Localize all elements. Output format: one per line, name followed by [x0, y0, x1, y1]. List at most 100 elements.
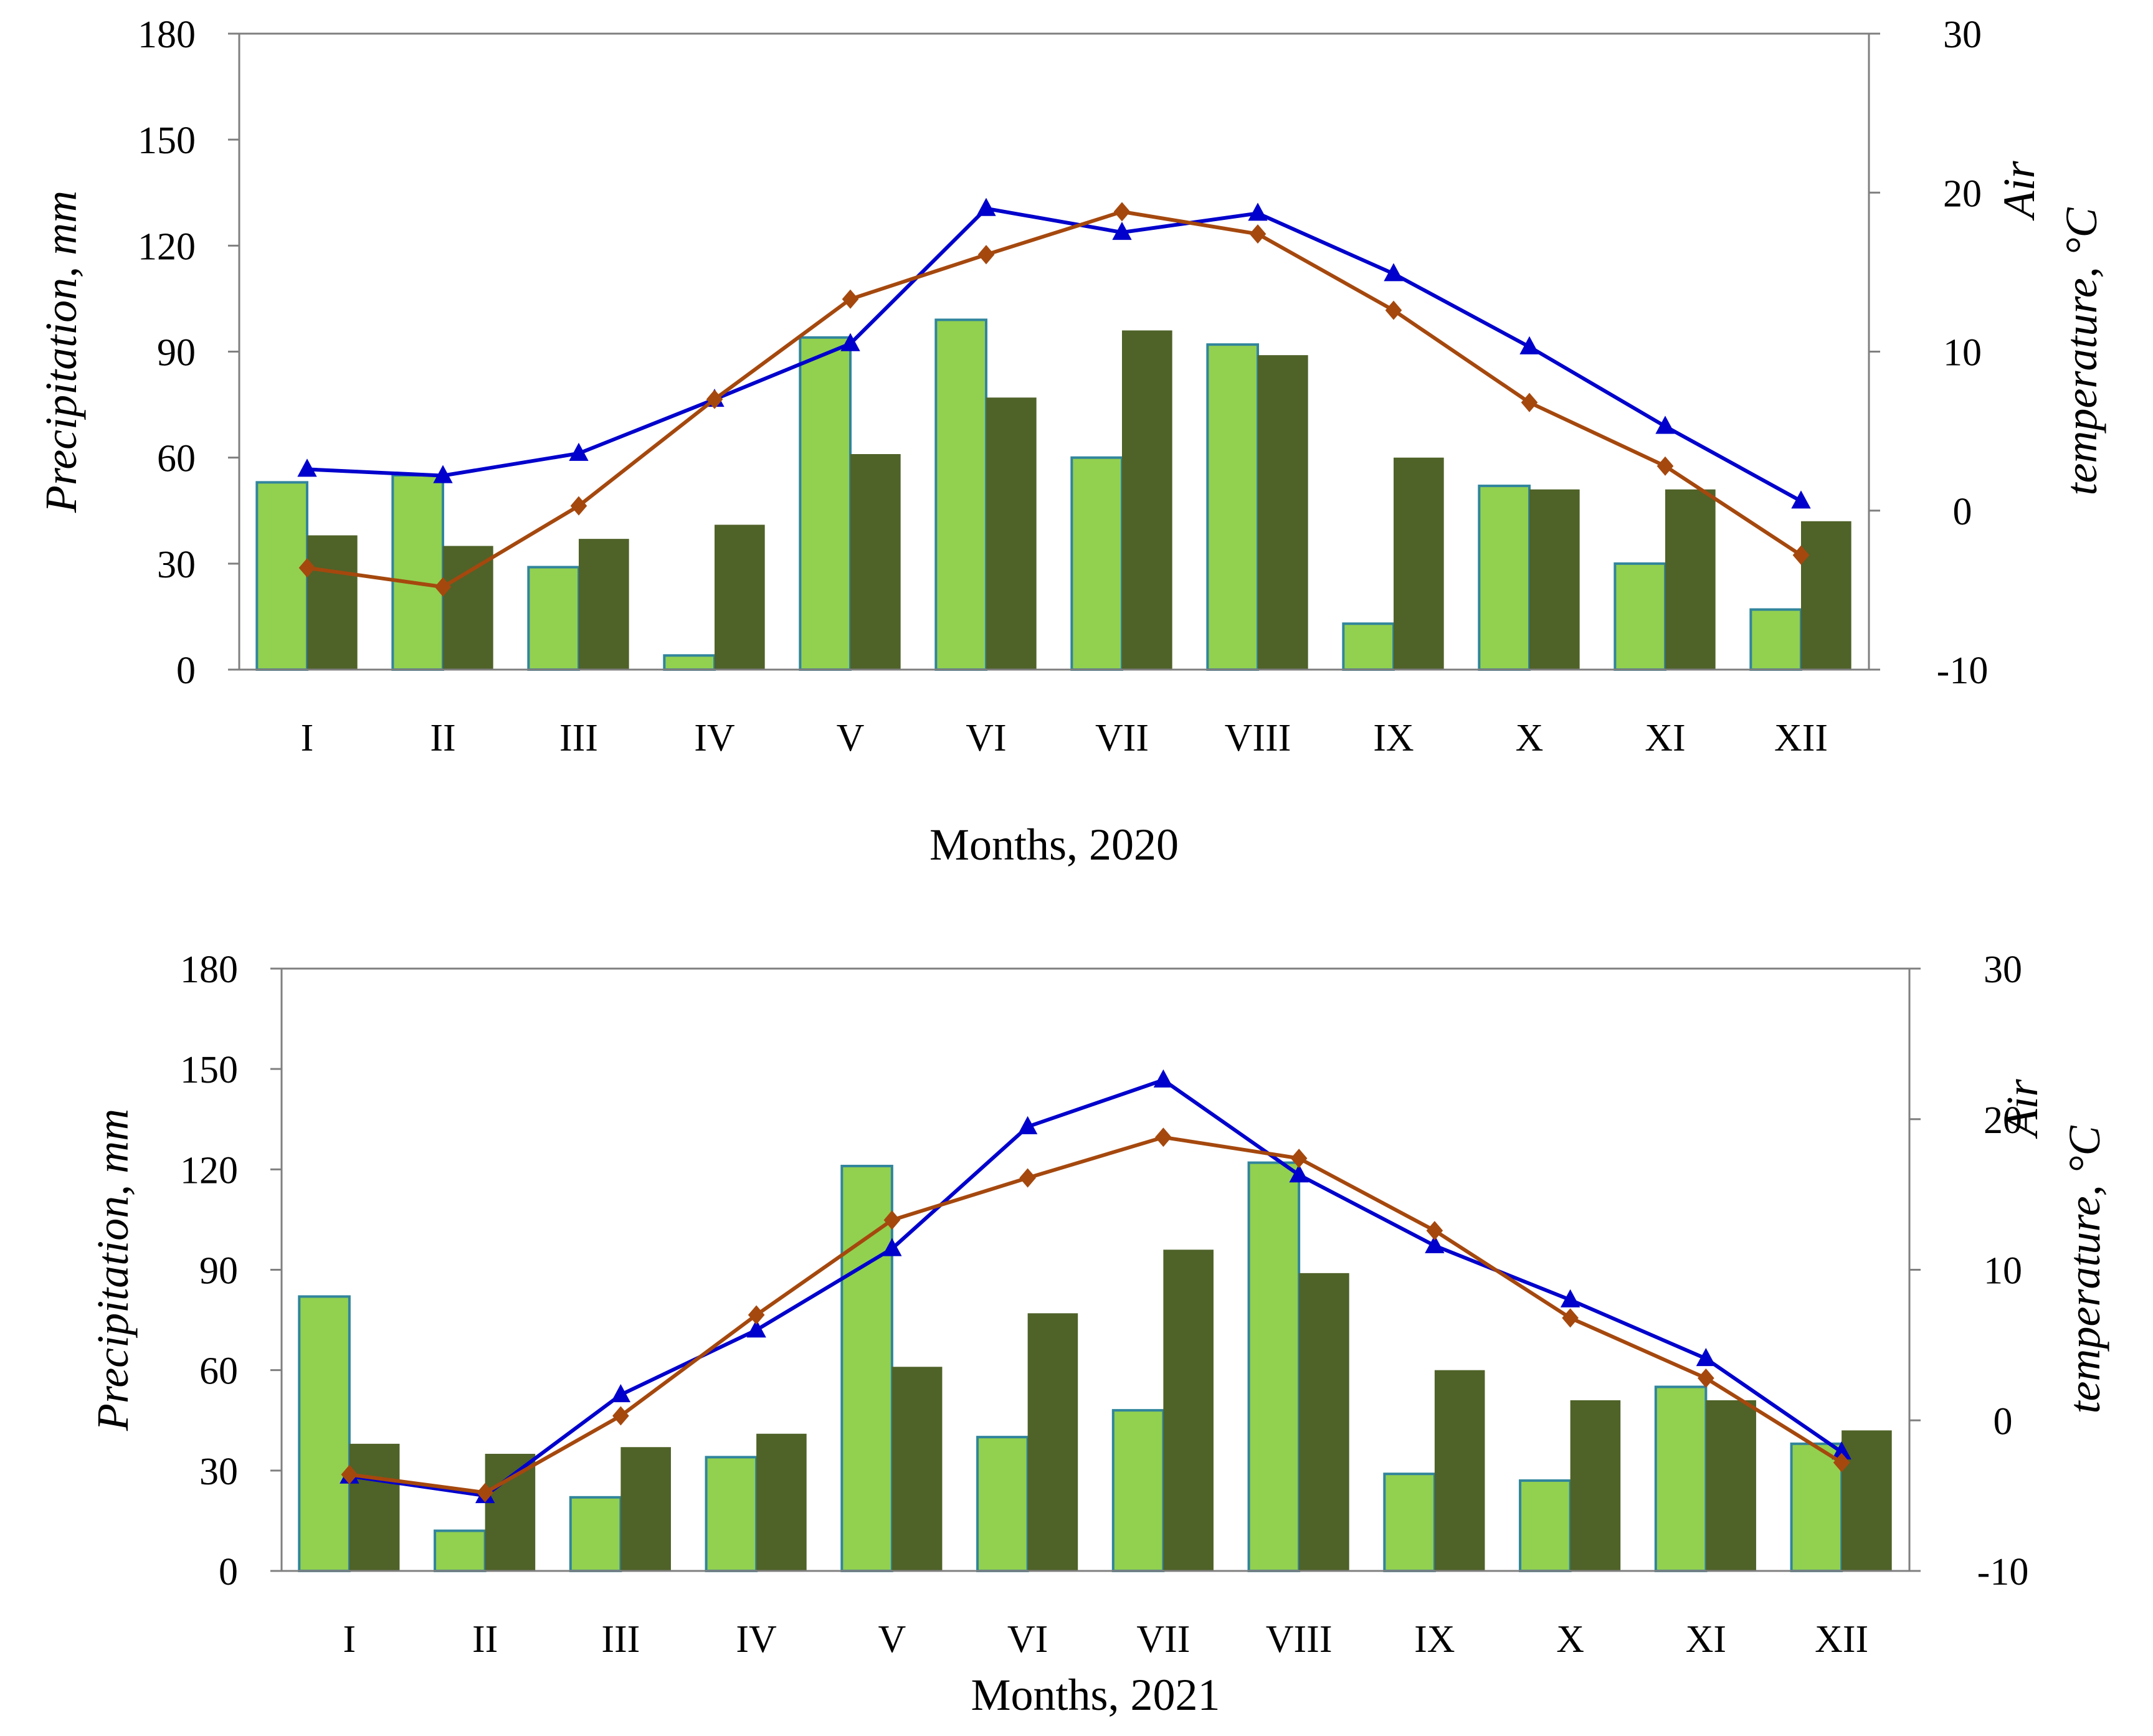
precip-bar [1383, 1473, 1436, 1573]
normal-precip-bar [986, 397, 1037, 670]
normal-temperature-point [1792, 545, 1810, 565]
normal-precip-bar [1842, 1430, 1892, 1571]
y-tick-label: 120 [138, 225, 196, 268]
air-temperature-point [297, 458, 317, 477]
y2-tick-label: 10 [1984, 1250, 2022, 1293]
precip-bar [1519, 1479, 1572, 1572]
air-temperature-point [433, 465, 453, 483]
x-tick-label: VI [966, 717, 1006, 759]
normal-temperature-point [1113, 202, 1131, 222]
precip-bar [1478, 485, 1531, 671]
normal-temperature-point [977, 245, 995, 265]
air-temperature-point [1017, 1116, 1038, 1134]
precip-bar [1206, 343, 1259, 671]
normal-temperature-point [1833, 1453, 1850, 1473]
precip-bar [1070, 456, 1123, 671]
x-tick-label: VII [1136, 1618, 1190, 1661]
normal-temperature-point [1426, 1221, 1443, 1241]
normal-temperature-point [1385, 300, 1402, 320]
normal-precip-bar [891, 1367, 943, 1571]
normal-temperature-point [883, 1210, 901, 1230]
y2-tick-label: -10 [1977, 1551, 2029, 1593]
air-temperature-point [611, 1384, 631, 1403]
air-temperature-line [349, 1078, 1843, 1498]
precip-bar [569, 1496, 622, 1572]
x-tick-label: XI [1645, 717, 1685, 759]
x-tick-label: V [878, 1618, 906, 1661]
x-tick-label: III [601, 1618, 640, 1661]
normal-precip-bar [1258, 355, 1308, 670]
x-axis-title: Months, 2020 [929, 820, 1179, 870]
precip-bar [527, 566, 581, 671]
normal-precip-bar [579, 539, 629, 670]
air-temperature-point [1248, 202, 1268, 221]
x-tick-label: XII [1815, 1618, 1868, 1661]
y-axis-title: Precipitation, mm [36, 191, 86, 513]
y-tick-label: 180 [180, 949, 238, 991]
precip-bar [255, 481, 308, 671]
y-tick-label: 150 [138, 120, 196, 162]
precip-bar [799, 336, 852, 671]
x-tick-label: IV [694, 717, 735, 759]
precip-bar [705, 1456, 758, 1573]
air-temperature-point [1289, 1164, 1309, 1183]
precip-bar [663, 654, 716, 671]
normal-precip-bar [1122, 330, 1172, 670]
precip-bar [298, 1295, 351, 1572]
normal-temperature-point [1019, 1168, 1036, 1188]
normal-temperature-point [1698, 1368, 1714, 1388]
air-temperature-point [882, 1238, 902, 1256]
air-temperature-point [569, 442, 589, 461]
x-tick-label: VIII [1266, 1618, 1333, 1661]
x-tick-label: IV [736, 1618, 777, 1661]
y-tick-label: 180 [138, 14, 196, 56]
y2-axis-title-line1: Air [1994, 161, 2044, 221]
normal-precip-bar [307, 535, 358, 670]
normal-precip-bar [620, 1447, 671, 1571]
normal-temperature-line [349, 1135, 1843, 1495]
normal-precip-bar [485, 1453, 536, 1571]
x-tick-label: VII [1095, 717, 1149, 759]
y-tick-label: 120 [180, 1149, 238, 1192]
y-tick-label: 90 [157, 332, 196, 374]
normal-temperature-point [1562, 1308, 1579, 1328]
precip-bar [391, 474, 445, 671]
air-temperature-point [1560, 1289, 1580, 1307]
normal-temperature-point [477, 1482, 493, 1502]
normal-precip-bar [1570, 1400, 1621, 1571]
precip-bar [1247, 1161, 1301, 1572]
precip-bar [934, 318, 987, 671]
normal-precip-bar [443, 546, 493, 670]
air-temperature-line [307, 206, 1802, 503]
x-tick-label: IX [1373, 717, 1414, 759]
normal-temperature-point [1249, 224, 1267, 244]
y2-tick-label: 20 [1943, 173, 1982, 215]
normal-temperature-point [842, 289, 859, 309]
x-tick-label: II [472, 1618, 498, 1661]
normal-precip-bar [349, 1443, 400, 1571]
normal-precip-bar [1801, 521, 1851, 670]
x-tick-label: I [301, 717, 314, 759]
precip-bar [434, 1529, 487, 1573]
normal-temperature-point [612, 1406, 629, 1426]
air-temperature-point [1425, 1235, 1445, 1253]
normal-temperature-point [1155, 1127, 1172, 1147]
air-temperature-point [840, 333, 860, 351]
air-temperature-point [1153, 1069, 1174, 1088]
y-tick-label: 150 [180, 1049, 238, 1091]
air-temperature-point [1519, 336, 1539, 354]
normal-temperature-line [307, 209, 1802, 589]
normal-temperature-point [1290, 1149, 1308, 1169]
y2-axis-title-line1: Air [1997, 1079, 2047, 1139]
x-tick-label: IX [1414, 1618, 1455, 1661]
normal-precip-bar [1434, 1370, 1485, 1571]
normal-temperature-point [748, 1305, 765, 1325]
x-tick-label: V [837, 717, 865, 759]
y-axis-title: Precipitation, mm [88, 1109, 138, 1431]
normal-precip-bar [1299, 1273, 1349, 1571]
x-tick-label: XII [1774, 717, 1828, 759]
precip-bar [976, 1436, 1029, 1572]
